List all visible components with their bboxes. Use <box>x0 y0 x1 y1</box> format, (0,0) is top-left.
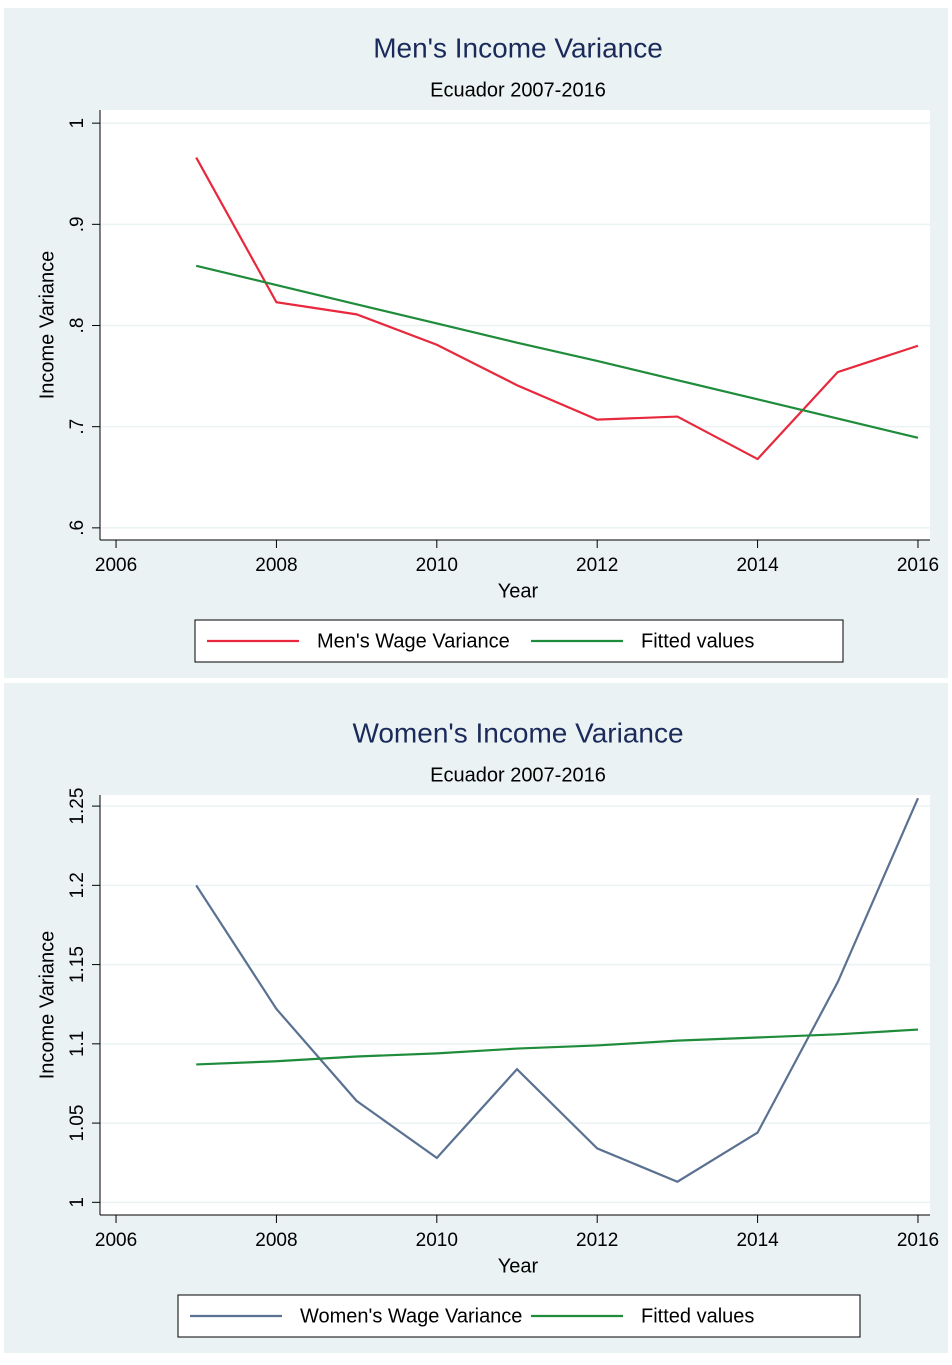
x-tick-label: 2016 <box>897 555 939 576</box>
y-tick-label: .6 <box>67 520 88 536</box>
y-axis-label: Income Variance <box>36 251 58 400</box>
x-tick-label: 2014 <box>736 555 779 576</box>
legend-label: Women's Wage Variance <box>300 1305 522 1327</box>
legend-label: Fitted values <box>641 630 754 652</box>
y-tick-label: .8 <box>67 318 88 334</box>
chart-subtitle: Ecuador 2007-2016 <box>430 764 606 786</box>
y-axis-label: Income Variance <box>36 931 58 1080</box>
y-tick-label: 1 <box>67 1197 88 1208</box>
x-axis-label: Year <box>498 580 539 602</box>
legend-box <box>194 619 844 663</box>
x-tick-label: 2010 <box>416 1230 458 1251</box>
x-tick-label: 2016 <box>897 1230 939 1251</box>
series-line <box>195 157 919 461</box>
x-tick-label: 2008 <box>255 555 297 576</box>
x-tick-label: 2006 <box>95 555 137 576</box>
y-tick-label: 1.05 <box>67 1105 88 1142</box>
x-tick-label: 2012 <box>576 555 618 576</box>
chart-title: Women's Income Variance <box>352 717 683 748</box>
x-axis-label: Year <box>498 1255 539 1277</box>
x-tick-label: 2010 <box>416 555 458 576</box>
y-tick-label: .7 <box>67 419 88 435</box>
x-tick-label: 2008 <box>255 1230 297 1251</box>
y-tick-label: .9 <box>67 216 88 232</box>
series-line <box>195 264 919 439</box>
y-tick-label: 1.2 <box>67 872 88 898</box>
y-tick-label: 1 <box>67 118 88 129</box>
legend-label: Men's Wage Variance <box>317 630 510 652</box>
legend-label: Fitted values <box>641 1305 754 1327</box>
plot-area <box>100 795 930 1215</box>
chart-title: Men's Income Variance <box>373 32 663 63</box>
y-tick-label: 1.1 <box>67 1031 88 1057</box>
series-line <box>195 797 919 1183</box>
x-tick-label: 2012 <box>576 1230 618 1251</box>
x-tick-label: 2014 <box>736 1230 779 1251</box>
x-tick-label: 2006 <box>95 1230 137 1251</box>
y-tick-label: 1.15 <box>67 946 88 983</box>
y-tick-label: 1.25 <box>67 788 88 825</box>
chart-subtitle: Ecuador 2007-2016 <box>430 79 606 101</box>
series-line <box>196 1028 919 1066</box>
legend-box <box>177 1294 861 1338</box>
